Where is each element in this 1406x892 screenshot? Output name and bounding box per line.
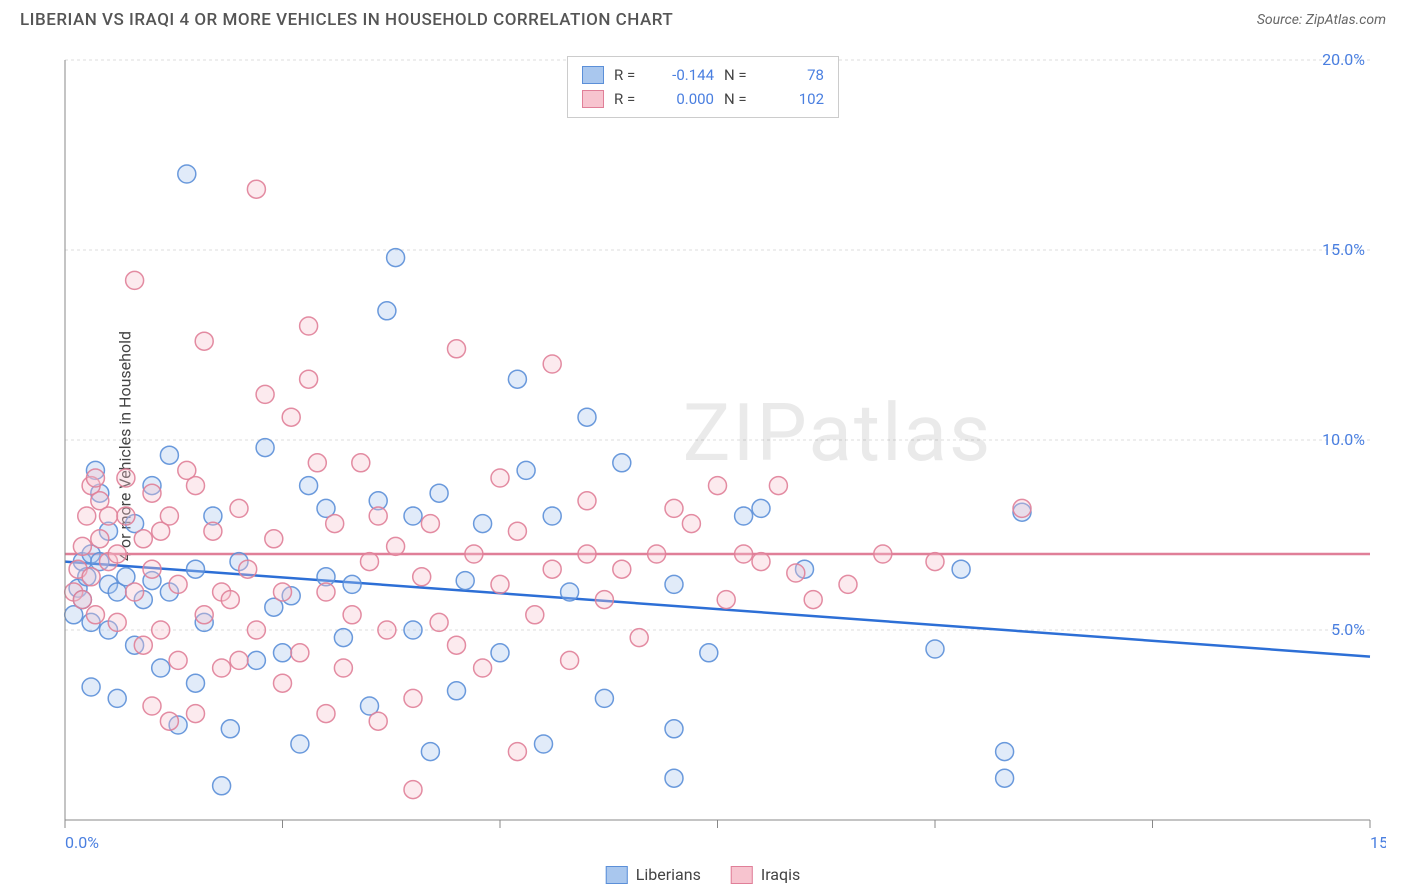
r-value-2: 0.000	[654, 87, 714, 111]
n-label: N =	[724, 87, 754, 111]
legend-item-2: Iraqis	[731, 865, 800, 884]
legend-label-2: Iraqis	[761, 865, 800, 884]
svg-text:10.0%: 10.0%	[1322, 430, 1365, 449]
n-value-1: 78	[764, 63, 824, 87]
scatter-chart: 5.0% 10.0% 15.0% 20.0% ZIPatlas 0.0% 15.0%	[50, 50, 1386, 852]
svg-text:0.0%: 0.0%	[65, 833, 99, 852]
chart-title: LIBERIAN VS IRAQI 4 OR MORE VEHICLES IN …	[20, 10, 673, 30]
swatch-iraqis-icon	[582, 90, 604, 108]
svg-text:15.0%: 15.0%	[1322, 240, 1365, 259]
swatch-iraqis-icon	[731, 866, 753, 884]
bottom-legend: Liberians Iraqis	[606, 865, 801, 884]
svg-text:ZIPatlas: ZIPatlas	[683, 386, 993, 480]
stats-row-2: R = 0.000 N = 102	[582, 87, 824, 111]
n-label: N =	[724, 63, 754, 87]
r-value-1: -0.144	[654, 63, 714, 87]
r-label: R =	[614, 63, 644, 87]
legend-label-1: Liberians	[636, 865, 701, 884]
source-label: Source: ZipAtlas.com	[1257, 12, 1386, 28]
svg-text:20.0%: 20.0%	[1322, 50, 1365, 69]
plot-container: 5.0% 10.0% 15.0% 20.0% ZIPatlas 0.0% 15.0%	[50, 50, 1386, 852]
r-label: R =	[614, 87, 644, 111]
swatch-liberians-icon	[582, 66, 604, 84]
swatch-liberians-icon	[606, 866, 628, 884]
stats-row-1: R = -0.144 N = 78	[582, 63, 824, 87]
legend-item-1: Liberians	[606, 865, 701, 884]
n-value-2: 102	[764, 87, 824, 111]
svg-text:15.0%: 15.0%	[1370, 833, 1386, 852]
stats-legend: R = -0.144 N = 78 R = 0.000 N = 102	[567, 56, 839, 118]
svg-text:5.0%: 5.0%	[1331, 620, 1365, 639]
